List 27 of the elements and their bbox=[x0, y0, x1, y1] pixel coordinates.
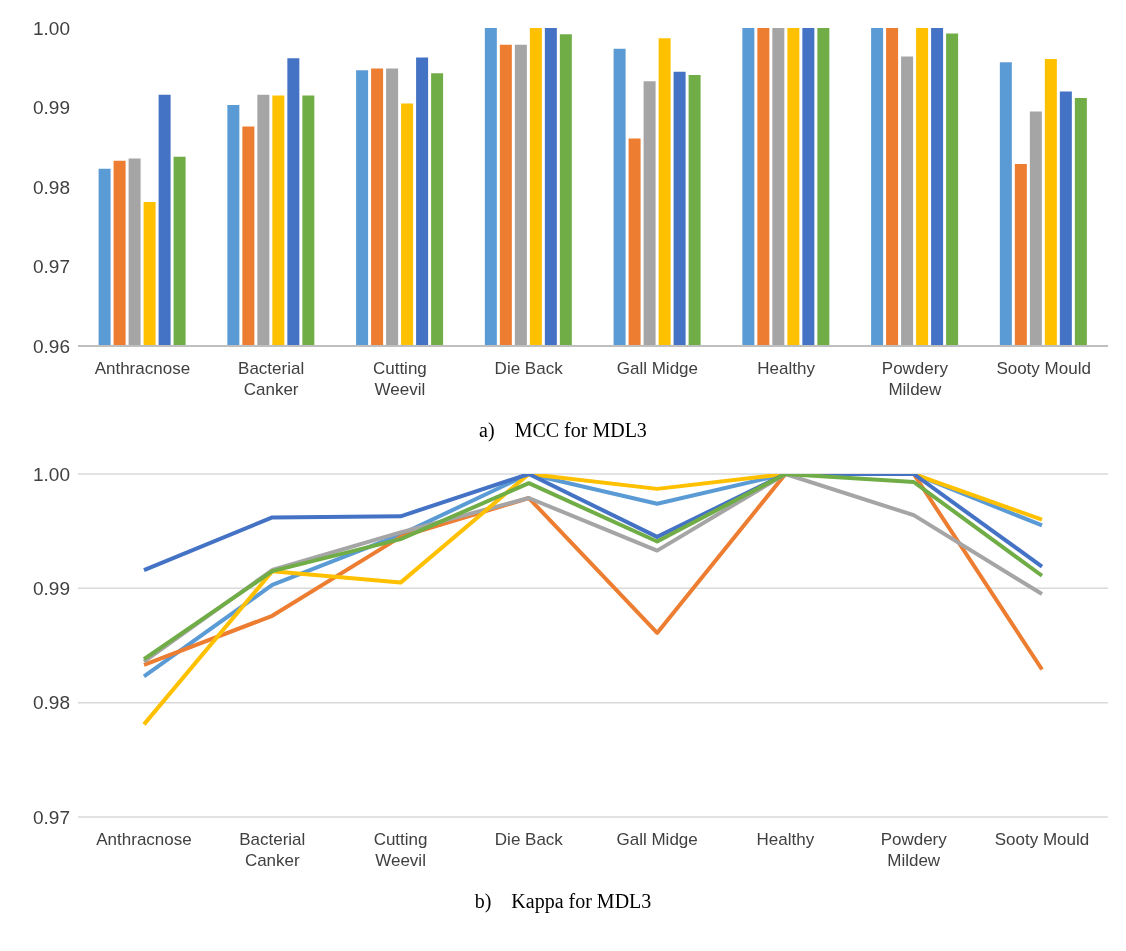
y-tick-label: 0.98 bbox=[33, 692, 70, 714]
x-tick-label: Powdery Mildew bbox=[880, 830, 948, 870]
y-tick-label: 0.97 bbox=[33, 806, 70, 828]
x-tick-label: Anthracnose bbox=[94, 359, 191, 378]
x-tick-label: Sooty Mould bbox=[994, 830, 1090, 849]
x-tick-label: Cutting Weevil bbox=[372, 359, 427, 399]
x-tick-label: Gall Midge bbox=[616, 830, 698, 849]
x-tick-label: Bacterial Canker bbox=[239, 830, 306, 870]
text: b) Kappa for MDL3 bbox=[473, 890, 653, 913]
y-tick-label: 0.98 bbox=[33, 176, 70, 198]
y-tick-label: 1.00 bbox=[33, 463, 70, 485]
x-tick-label: Sooty Mould bbox=[996, 359, 1091, 378]
x-tick-label: Die Back bbox=[494, 830, 564, 849]
y-tick-label: 0.99 bbox=[33, 97, 70, 119]
y-tick-label: 1.00 bbox=[33, 17, 70, 39]
x-tick-label: Die Back bbox=[494, 359, 564, 378]
x-tick-label: Anthracnose bbox=[96, 830, 192, 849]
x-tick-label: Healthy bbox=[757, 359, 816, 378]
x-tick-label: Cutting Weevil bbox=[373, 830, 428, 870]
y-tick-label: 0.99 bbox=[33, 578, 70, 600]
text: a) MCC for MDL3 bbox=[478, 419, 648, 442]
y-tick-label: 0.97 bbox=[33, 256, 70, 278]
x-tick-label: Bacterial Canker bbox=[238, 359, 305, 399]
x-tick-label: Powdery Mildew bbox=[881, 359, 949, 399]
x-tick-label: Gall Midge bbox=[616, 359, 699, 378]
y-tick-label: 0.96 bbox=[33, 335, 70, 357]
x-tick-label: Healthy bbox=[756, 830, 815, 849]
